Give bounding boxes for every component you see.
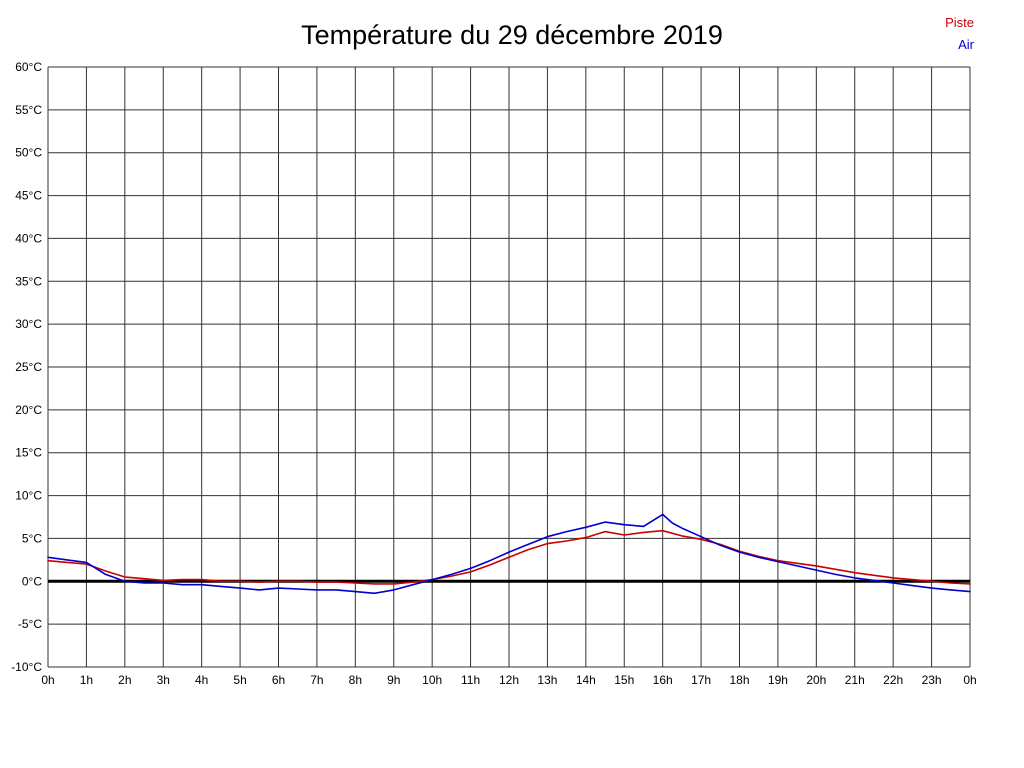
y-axis-tick-label: 25°C (15, 360, 42, 374)
legend-item-piste: Piste (945, 15, 974, 30)
x-axis-tick-label: 4h (195, 673, 208, 687)
x-axis-tick-label: 0h (41, 673, 54, 687)
y-axis-tick-label: -5°C (18, 617, 42, 631)
x-axis-tick-label: 16h (653, 673, 673, 687)
x-axis-tick-label: 20h (806, 673, 826, 687)
y-axis-tick-label: 35°C (15, 274, 42, 288)
y-axis-tick-label: 0°C (22, 574, 42, 588)
x-axis-tick-label: 0h (963, 673, 976, 687)
y-axis-tick-label: 20°C (15, 403, 42, 417)
y-axis-tick-label: 40°C (15, 231, 42, 245)
series-line-air (47, 513, 971, 595)
chart-title: Température du 29 décembre 2019 (301, 20, 723, 50)
x-axis-tick-label: 12h (499, 673, 519, 687)
x-axis-tick-label: 1h (80, 673, 93, 687)
x-axis-tick-label: 10h (422, 673, 442, 687)
x-axis-tick-label: 9h (387, 673, 400, 687)
y-axis-tick-label: 30°C (15, 317, 42, 331)
y-axis-tick-label: 15°C (15, 446, 42, 460)
x-axis-tick-label: 18h (729, 673, 749, 687)
y-axis-tick-label: -10°C (11, 660, 42, 674)
y-axis-tick-label: 50°C (15, 146, 42, 160)
legend-item-air: Air (958, 37, 974, 52)
x-axis-tick-label: 15h (614, 673, 634, 687)
x-axis-tick-label: 13h (537, 673, 557, 687)
x-axis-tick-label: 17h (691, 673, 711, 687)
y-axis-tick-label: 10°C (15, 489, 42, 503)
x-axis-tick-label: 2h (118, 673, 131, 687)
x-axis-tick-label: 8h (349, 673, 362, 687)
x-axis-tick-label: 14h (576, 673, 596, 687)
y-axis-tick-label: 45°C (15, 189, 42, 203)
x-axis-tick-label: 6h (272, 673, 285, 687)
y-axis-tick-label: 5°C (22, 531, 42, 545)
x-axis-tick-label: 3h (157, 673, 170, 687)
x-axis-tick-label: 5h (233, 673, 246, 687)
x-axis-tick-label: 22h (883, 673, 903, 687)
y-axis-tick-label: 60°C (15, 60, 42, 74)
x-axis-tick-label: 23h (922, 673, 942, 687)
x-axis-tick-label: 19h (768, 673, 788, 687)
chart-legend: Piste Air (945, 12, 974, 56)
x-axis-tick-label: 11h (461, 673, 480, 687)
x-axis-tick-label: 21h (845, 673, 865, 687)
y-axis-tick-label: 55°C (15, 103, 42, 117)
x-axis-tick-label: 7h (310, 673, 323, 687)
series-line-piste (47, 529, 971, 585)
